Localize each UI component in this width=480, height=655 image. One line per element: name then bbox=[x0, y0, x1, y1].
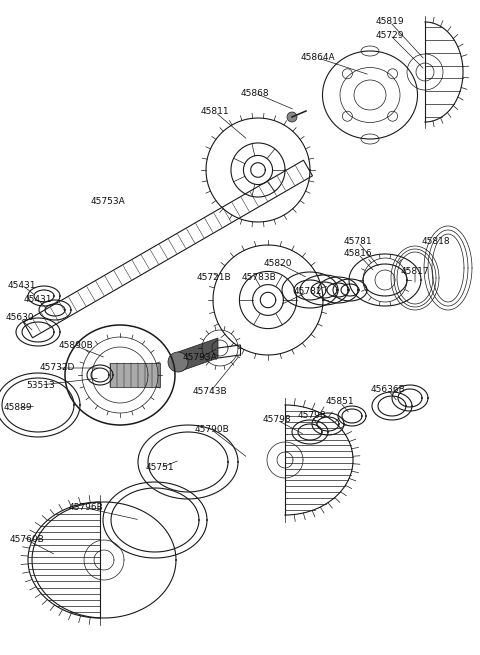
Text: 45816: 45816 bbox=[344, 250, 372, 259]
Text: 45760B: 45760B bbox=[10, 536, 44, 544]
Circle shape bbox=[168, 352, 188, 372]
Text: 45798: 45798 bbox=[263, 415, 291, 424]
Text: 45811: 45811 bbox=[201, 107, 229, 117]
Text: 45431: 45431 bbox=[8, 280, 36, 290]
Text: 45781: 45781 bbox=[344, 238, 372, 246]
Text: 45782: 45782 bbox=[294, 288, 322, 297]
Text: 45751: 45751 bbox=[146, 464, 174, 472]
Text: 45817: 45817 bbox=[401, 267, 429, 276]
Text: 45796B: 45796B bbox=[69, 504, 103, 512]
Text: 45721B: 45721B bbox=[197, 272, 231, 282]
Text: 53513: 53513 bbox=[26, 381, 55, 390]
Text: 45743B: 45743B bbox=[192, 388, 228, 396]
Text: 45889: 45889 bbox=[4, 403, 32, 413]
Text: 45819: 45819 bbox=[376, 18, 404, 26]
Text: 45732D: 45732D bbox=[39, 364, 75, 373]
Text: 45868: 45868 bbox=[240, 88, 269, 98]
Text: 45790B: 45790B bbox=[194, 426, 229, 434]
Text: 45890B: 45890B bbox=[59, 341, 94, 350]
Text: 45864A: 45864A bbox=[300, 54, 336, 62]
Text: 45753A: 45753A bbox=[91, 198, 125, 206]
Text: 45783B: 45783B bbox=[241, 272, 276, 282]
Text: 45729: 45729 bbox=[376, 31, 404, 39]
Text: 45630: 45630 bbox=[6, 314, 34, 322]
Polygon shape bbox=[178, 338, 218, 372]
Text: 45820: 45820 bbox=[264, 259, 292, 267]
Text: 45851: 45851 bbox=[326, 398, 354, 407]
Text: 45818: 45818 bbox=[422, 238, 450, 246]
Polygon shape bbox=[110, 363, 160, 387]
Text: 45793A: 45793A bbox=[182, 354, 217, 362]
Text: 45798: 45798 bbox=[298, 411, 326, 421]
Text: 45431: 45431 bbox=[24, 295, 52, 305]
Circle shape bbox=[287, 112, 297, 122]
Text: 45636B: 45636B bbox=[371, 386, 406, 394]
